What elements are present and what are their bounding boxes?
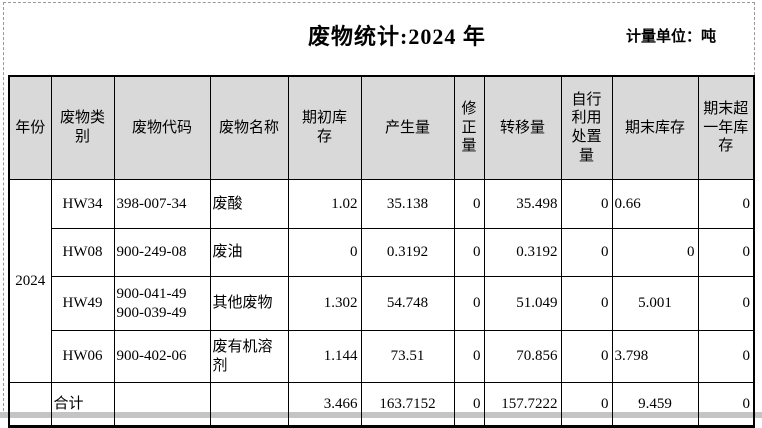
total-label-cell[interactable]: 合计: [50, 382, 115, 428]
total-opening-cell[interactable]: 3.466: [287, 382, 362, 428]
row1-transferred-cell[interactable]: 35.498: [483, 179, 562, 229]
header-self-disposed-label: 自行利用处置量: [571, 91, 602, 164]
row1-self-disposed-cell[interactable]: 0: [560, 179, 613, 229]
row4-transferred-cell[interactable]: 70.856: [483, 330, 562, 383]
row2-closing-cell[interactable]: 0: [611, 228, 699, 277]
row1-over-one-year-cell[interactable]: 0: [697, 179, 755, 229]
waste-statistics-table: 年份 废物类别 废物代码 废物名称 期初库存 产生量 修正量 转移量 自行利用处…: [8, 75, 755, 428]
table-row: 2024 HW34 398-007-34 废酸 1.02 35.138 0 35…: [8, 179, 755, 383]
header-row: 年份 废物类别 废物代码 废物名称 期初库存 产生量 修正量 转移量 自行利用处…: [8, 75, 755, 180]
table-row: HW06 900-402-06 废有机溶剂 1.144 73.51 0 70.8…: [9, 330, 755, 383]
row3-generated-cell[interactable]: 54.748: [360, 276, 455, 331]
row1-code-cell[interactable]: 398-007-34: [113, 179, 211, 229]
row4-self-disposed-cell[interactable]: 0: [560, 330, 613, 383]
row2-self-disposed-cell[interactable]: 0: [560, 228, 613, 277]
row1-name-cell[interactable]: 废酸: [209, 179, 289, 229]
row2-over-one-year-cell[interactable]: 0: [697, 228, 755, 277]
row2-code-cell[interactable]: 900-249-08: [113, 228, 211, 277]
header-closing-stock[interactable]: 期末库存: [611, 75, 699, 180]
row2-transferred-cell[interactable]: 0.3192: [483, 228, 562, 277]
total-code-cell[interactable]: [113, 382, 211, 428]
row3-correction-cell[interactable]: 0: [453, 276, 485, 331]
total-over-one-year-cell[interactable]: 0: [697, 382, 755, 428]
row3-closing-cell[interactable]: 5.001: [611, 276, 699, 331]
row2-opening-cell[interactable]: 0: [287, 228, 362, 277]
total-closing-cell[interactable]: 9.459: [611, 382, 699, 428]
total-year-cell[interactable]: [8, 382, 52, 428]
header-category[interactable]: 废物类别: [50, 75, 115, 180]
row2-category-cell[interactable]: HW08: [50, 228, 115, 277]
row1-generated-cell[interactable]: 35.138: [360, 179, 455, 229]
header-year[interactable]: 年份: [8, 75, 52, 180]
total-transferred-cell[interactable]: 157.7222: [483, 382, 562, 428]
row2-name-cell[interactable]: 废油: [209, 228, 289, 277]
row4-over-one-year-cell[interactable]: 0: [697, 330, 755, 383]
row2-generated-cell[interactable]: 0.3192: [360, 228, 455, 277]
row4-code-cell[interactable]: 900-402-06: [113, 330, 211, 383]
header-over-one-year[interactable]: 期末超一年库存: [697, 75, 755, 180]
header-code[interactable]: 废物代码: [113, 75, 211, 180]
total-correction-cell[interactable]: 0: [453, 382, 485, 428]
row4-category-cell[interactable]: HW06: [50, 330, 115, 383]
total-self-disposed-cell[interactable]: 0: [560, 382, 613, 428]
header-transferred[interactable]: 转移量: [483, 75, 562, 180]
row2-correction-cell[interactable]: 0: [453, 228, 485, 277]
header-self-disposed[interactable]: 自行利用处置量: [560, 75, 613, 180]
row1-correction-cell[interactable]: 0: [453, 179, 485, 229]
unit-label: 计量单位：吨: [626, 28, 717, 45]
row4-closing-cell[interactable]: 3.798: [611, 330, 699, 383]
row1-opening-cell[interactable]: 1.02: [287, 179, 362, 229]
total-row: 合计 3.466 163.7152 0 157.7222 0 9.459 0: [8, 382, 755, 428]
row4-generated-cell[interactable]: 73.51: [360, 330, 455, 383]
table-row: HW08 900-249-08 废油 0 0.3192 0 0.3192 0 0…: [9, 228, 755, 277]
row3-name-cell[interactable]: 其他废物: [209, 276, 289, 331]
total-name-cell[interactable]: [209, 382, 289, 428]
row3-transferred-cell[interactable]: 51.049: [483, 276, 562, 331]
row3-self-disposed-cell[interactable]: 0: [560, 276, 613, 331]
row4-correction-cell[interactable]: 0: [453, 330, 485, 383]
row1-category-cell[interactable]: HW34: [50, 179, 115, 229]
total-generated-cell[interactable]: 163.7152: [360, 382, 455, 428]
row3-opening-cell[interactable]: 1.302: [287, 276, 362, 331]
header-correction[interactable]: 修正量: [453, 75, 485, 180]
row4-name-cell[interactable]: 废有机溶剂: [209, 330, 289, 383]
header-generated[interactable]: 产生量: [360, 75, 455, 180]
row4-opening-cell[interactable]: 1.144: [287, 330, 362, 383]
row1-closing-cell[interactable]: 0.66: [611, 179, 699, 229]
sheet-title: 废物统计:2024 年: [308, 24, 486, 49]
row3-over-one-year-cell[interactable]: 0: [697, 276, 755, 331]
header-name[interactable]: 废物名称: [209, 75, 289, 180]
row3-category-cell[interactable]: HW49: [50, 276, 115, 331]
header-opening-stock-label: 期初库存: [301, 110, 347, 145]
row3-code-cell[interactable]: 900-041-49 900-039-49: [113, 276, 211, 331]
year-cell[interactable]: 2024: [8, 179, 52, 383]
table-row: HW49 900-041-49 900-039-49 其他废物 1.302 54…: [9, 276, 755, 331]
header-opening-stock[interactable]: 期初库存: [287, 75, 362, 180]
